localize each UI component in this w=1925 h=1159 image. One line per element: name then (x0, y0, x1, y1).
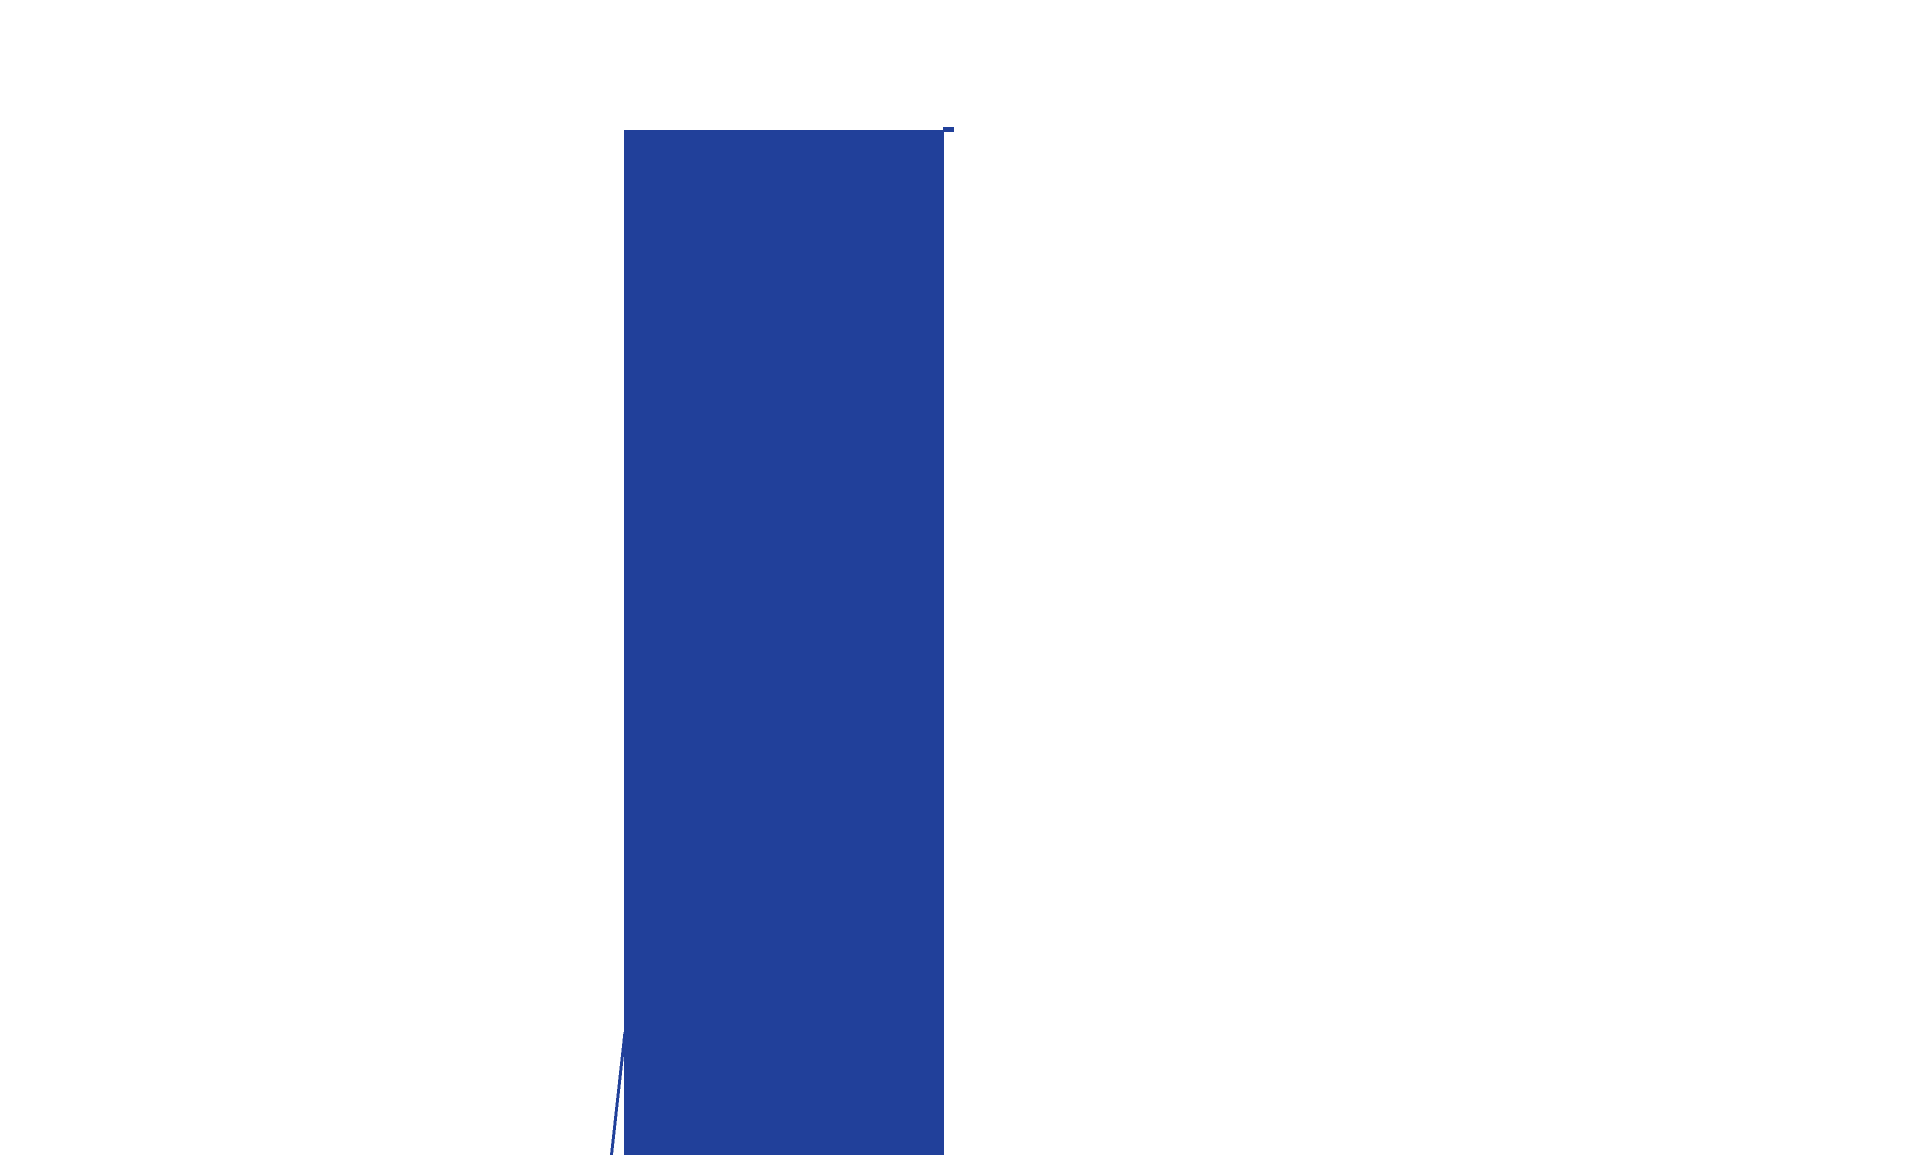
banner-diagonal-line (610, 1031, 627, 1156)
banner-top-right-tab (943, 127, 954, 132)
banner-rectangle (624, 130, 944, 1155)
